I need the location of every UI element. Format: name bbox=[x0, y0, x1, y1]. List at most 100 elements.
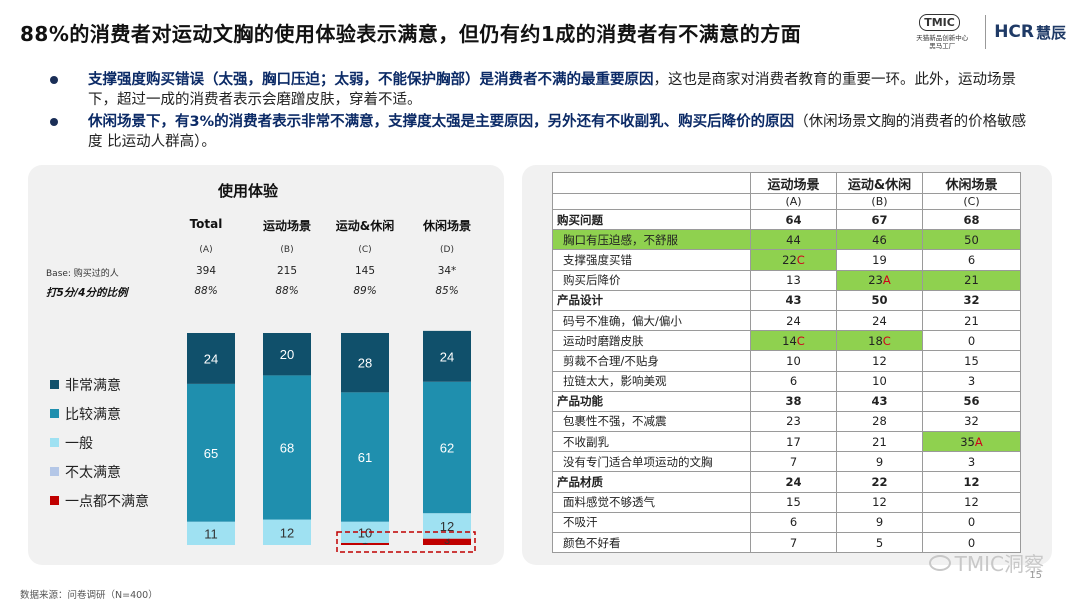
table-cell: 32 bbox=[922, 289, 1021, 311]
table-cell: 68 bbox=[922, 208, 1021, 231]
table-cell: 50 bbox=[836, 289, 923, 311]
table-header-empty bbox=[552, 193, 751, 210]
significance-marker: C bbox=[796, 333, 805, 348]
table-cell: 38 bbox=[750, 390, 837, 412]
chart-column-header: 运动场景 bbox=[262, 219, 311, 233]
bar-segment bbox=[263, 333, 311, 376]
table-row-label: 支撑强度买错 bbox=[552, 249, 751, 271]
table-cell-value: 64 bbox=[785, 212, 802, 227]
tmic-sub-line2: 黑马工厂 bbox=[929, 42, 956, 50]
bar-segment bbox=[187, 521, 235, 545]
table-letter-row: (A) (B) (C) bbox=[552, 193, 1021, 210]
table-column-header: 运动&休闲 bbox=[836, 172, 923, 194]
bar-value-label: 24 bbox=[204, 351, 218, 366]
significance-marker: C bbox=[796, 252, 805, 267]
table-cell: 24 bbox=[750, 309, 837, 332]
legend-item: 比较满意 bbox=[50, 399, 149, 428]
table-cell-value: 22 bbox=[871, 475, 888, 490]
bar-segment bbox=[423, 330, 471, 382]
table-cell: 18C bbox=[836, 330, 923, 352]
table-cell-value: 35 bbox=[960, 434, 975, 449]
table-cell-value: 24 bbox=[785, 475, 802, 490]
table-cell-value: 68 bbox=[963, 212, 980, 227]
bar-segment bbox=[341, 392, 389, 522]
table-cell: 28 bbox=[836, 410, 923, 433]
table-cell: 21 bbox=[922, 309, 1021, 332]
chart-pct-value: 85% bbox=[435, 285, 459, 297]
chart-pct-value: 88% bbox=[275, 285, 299, 297]
table-cell-value: 0 bbox=[967, 333, 976, 348]
table-cell: 0 bbox=[922, 511, 1021, 534]
legend-swatch bbox=[50, 380, 59, 389]
table-cell-value: 32 bbox=[963, 293, 980, 308]
legend-item: 非常满意 bbox=[50, 370, 149, 399]
table-cell: 46 bbox=[836, 229, 923, 251]
table-cell-value: 67 bbox=[871, 212, 888, 227]
table-cell-value: 12 bbox=[964, 495, 979, 510]
summary-bullets: 支撑强度购买错误（太强，胸口压迫；太弱，不能保护胸部）是消费者不满的最重要原因，… bbox=[50, 70, 1035, 154]
bar-segment bbox=[187, 383, 235, 522]
table-cell: 21 bbox=[922, 269, 1021, 291]
table-cell: 19 bbox=[836, 249, 923, 271]
bullet-item: 休闲场景下，有3%的消费者表示非常不满意，支撑度太强是主要原因，另外还有不收副乳… bbox=[50, 112, 1035, 152]
chart-title: 使用体验 bbox=[218, 182, 279, 200]
tmic-logo: TMIC 天猫新品创新中心 黑马工厂 bbox=[907, 12, 977, 52]
table-row-label: 颜色不好看 bbox=[552, 531, 751, 554]
table-row-label: 没有专门适合单项运动的文胸 bbox=[552, 451, 751, 473]
bar-value-label: 10 bbox=[358, 525, 372, 540]
table-cell-value: 12 bbox=[872, 353, 887, 368]
table-cell-value: 21 bbox=[872, 434, 887, 449]
table-cell: 24 bbox=[836, 309, 923, 332]
table-row-label: 剪裁不合理/不贴身 bbox=[552, 350, 751, 372]
table-row: 码号不准确，偏大/偏小 24 24 21 bbox=[552, 309, 1021, 332]
bar-value-label: 3 bbox=[444, 535, 450, 547]
table-row: 不吸汗 6 9 0 bbox=[552, 511, 1021, 534]
page-title: 88%的消费者对运动文胸的使用体验表示满意，但仍有约1成的消费者有不满意的方面 bbox=[20, 22, 802, 46]
table-cell-value: 18 bbox=[868, 333, 883, 348]
table-cell: 22C bbox=[750, 249, 837, 271]
bullet-dot-icon bbox=[50, 76, 58, 84]
chart-base-value: 145 bbox=[354, 265, 376, 277]
table-cell-value: 0 bbox=[967, 515, 976, 530]
legend-swatch bbox=[50, 467, 59, 476]
table-cell: 6 bbox=[750, 370, 837, 392]
chart-column-header: 运动&休闲 bbox=[335, 219, 395, 233]
table-cell-value: 21 bbox=[964, 273, 979, 288]
table-group-row: 产品材质 24 22 12 bbox=[552, 471, 1021, 493]
table-cell-value: 10 bbox=[786, 353, 801, 368]
table-body: 购买问题 64 67 68 胸口有压迫感，不舒服 44 46 50 支撑强度买错 22C 19 6 购买… bbox=[552, 208, 1021, 554]
table-cell: 10 bbox=[836, 370, 923, 392]
table-cell: 23A bbox=[836, 269, 923, 291]
table-cell-value: 44 bbox=[786, 232, 801, 247]
table-row-label: 购买问题 bbox=[552, 208, 751, 231]
legend-item: 一般 bbox=[50, 428, 149, 457]
table-cell: 0 bbox=[922, 531, 1021, 554]
table-cell: 17 bbox=[750, 431, 837, 453]
table-cell: 15 bbox=[922, 350, 1021, 372]
table-cell-value: 22 bbox=[782, 252, 797, 267]
bar-segment bbox=[423, 381, 471, 514]
table-cell: 6 bbox=[922, 249, 1021, 271]
highlight-box bbox=[336, 531, 476, 553]
table-cell: 9 bbox=[836, 511, 923, 534]
table-cell-value: 13 bbox=[786, 273, 801, 288]
bar-value-label: 62 bbox=[440, 440, 454, 455]
table-row-label: 产品设计 bbox=[552, 289, 751, 311]
table-cell: 43 bbox=[836, 390, 923, 412]
chart-pct-value: 88% bbox=[194, 285, 218, 297]
table-cell: 7 bbox=[750, 451, 837, 473]
table-row-label: 面料感觉不够透气 bbox=[552, 491, 751, 513]
table-cell: 24 bbox=[750, 471, 837, 493]
table-cell-value: 6 bbox=[789, 515, 798, 530]
table-cell-value: 56 bbox=[963, 394, 980, 409]
table-cell: 10 bbox=[750, 350, 837, 372]
table-row: 没有专门适合单项运动的文胸 7 9 3 bbox=[552, 451, 1021, 473]
table-column-letter: (B) bbox=[836, 193, 923, 210]
table-row: 支撑强度买错 22C 19 6 bbox=[552, 249, 1021, 271]
table-row: 运动时磨蹭皮肤 14C 18C 0 bbox=[552, 330, 1021, 352]
chart-column-letter: (C) bbox=[358, 245, 372, 255]
chart-pct-value: 89% bbox=[353, 285, 377, 297]
hcr-logo: HCR bbox=[994, 22, 1034, 42]
table-cell-value: 12 bbox=[963, 475, 980, 490]
